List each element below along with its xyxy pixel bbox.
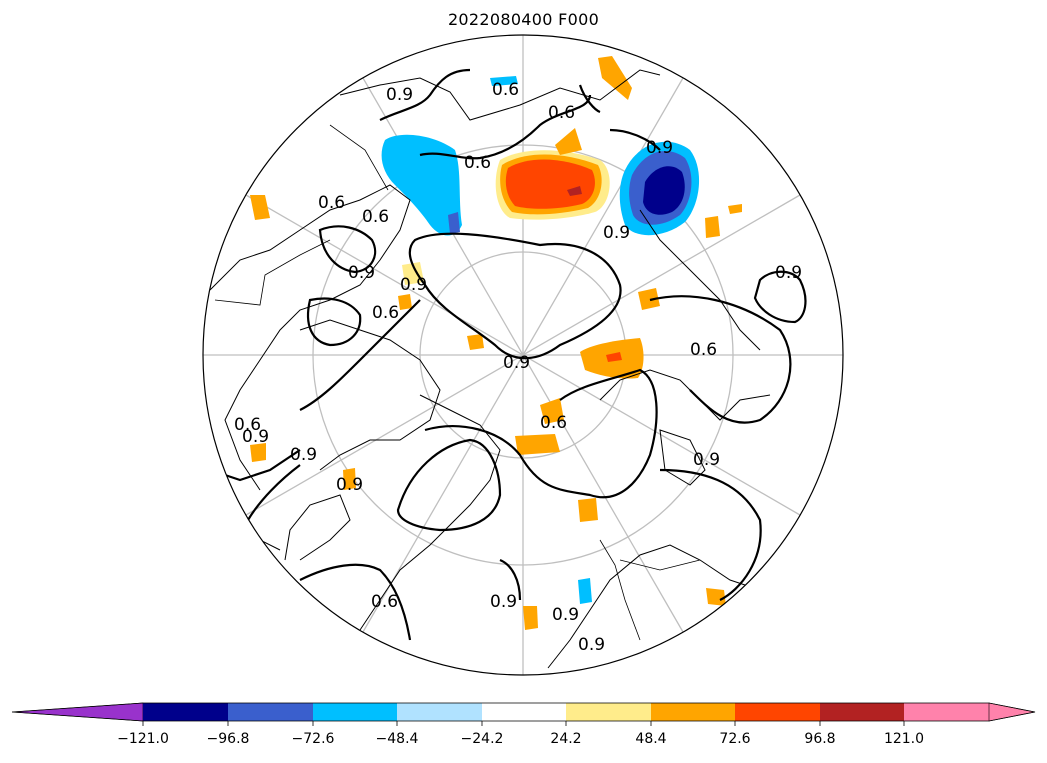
contour-label: 0.9 bbox=[336, 475, 363, 495]
contour-label: 0.6 bbox=[492, 80, 519, 100]
contour-label: 0.9 bbox=[578, 635, 605, 655]
contour-label: 0.9 bbox=[490, 592, 517, 612]
contour-label: 0.6 bbox=[464, 153, 491, 173]
contour-label: 0.9 bbox=[503, 353, 530, 373]
contour-label: 0.9 bbox=[646, 138, 673, 158]
colorbar-segment bbox=[735, 703, 820, 721]
contour-label: 0.6 bbox=[548, 103, 575, 123]
contour-label: 0.6 bbox=[362, 207, 389, 227]
colorbar-tick-label: −96.8 bbox=[207, 731, 250, 747]
colorbar-segment bbox=[482, 703, 566, 721]
colorbar-segment bbox=[143, 703, 228, 721]
contour-labels: 0.9 0.6 0.6 0.6 0.6 0.9 0.9 0.9 0.9 0.9 … bbox=[234, 80, 802, 655]
borders bbox=[214, 124, 701, 641]
colorbar-tick-label: −121.0 bbox=[117, 731, 169, 747]
map-title: 2022080400 F000 bbox=[447, 10, 600, 29]
contour-label: 0.9 bbox=[552, 605, 579, 625]
contour-label: 0.9 bbox=[400, 275, 427, 295]
colorbar-tick-label: −72.6 bbox=[292, 731, 335, 747]
contour-label: 0.9 bbox=[242, 427, 269, 447]
colorbar-tick-label: 72.6 bbox=[719, 731, 750, 747]
colorbar-tick-label: 24.2 bbox=[550, 731, 581, 747]
colorbar-tick-label: −48.4 bbox=[376, 731, 419, 747]
contour-label: 0.6 bbox=[318, 193, 345, 213]
contour-label: 0.9 bbox=[348, 263, 375, 283]
contour-label: 0.9 bbox=[775, 263, 802, 283]
contour-label: 0.6 bbox=[372, 303, 399, 323]
contour-label: 0.9 bbox=[290, 445, 317, 465]
colorbar: −121.0 −96.8 −72.6 −48.4 −24.2 24.2 48.4… bbox=[11, 702, 1036, 747]
contour-label: 0.6 bbox=[690, 340, 717, 360]
colorbar-segment bbox=[651, 703, 735, 721]
contour-label: 0.6 bbox=[371, 592, 398, 612]
colorbar-extend-low bbox=[11, 702, 144, 722]
colorbar-segment bbox=[566, 703, 651, 721]
contour-label: 0.6 bbox=[540, 413, 567, 433]
colorbar-tick-label: 48.4 bbox=[635, 731, 666, 747]
map-boundary bbox=[202, 34, 844, 676]
colorbar-segment bbox=[313, 703, 397, 721]
anomaly-fill bbox=[250, 56, 742, 630]
colorbar-segment bbox=[904, 703, 989, 721]
colorbar-extend-high bbox=[988, 702, 1036, 722]
colorbar-tick-label: 96.8 bbox=[804, 731, 835, 747]
colorbar-segment bbox=[228, 703, 313, 721]
contour-label: 0.9 bbox=[386, 85, 413, 105]
contour-label: 0.6 bbox=[234, 415, 261, 435]
colorbar-segment bbox=[397, 703, 482, 721]
contour-label: 0.9 bbox=[603, 223, 630, 243]
coastlines bbox=[209, 69, 771, 669]
contour-label: 0.9 bbox=[693, 450, 720, 470]
contours bbox=[209, 68, 807, 641]
colorbar-tick-label: 121.0 bbox=[884, 731, 924, 747]
negative-anomaly-canada bbox=[381, 134, 462, 236]
colorbar-segment bbox=[820, 703, 904, 721]
colorbar-tick-label: −24.2 bbox=[461, 731, 504, 747]
